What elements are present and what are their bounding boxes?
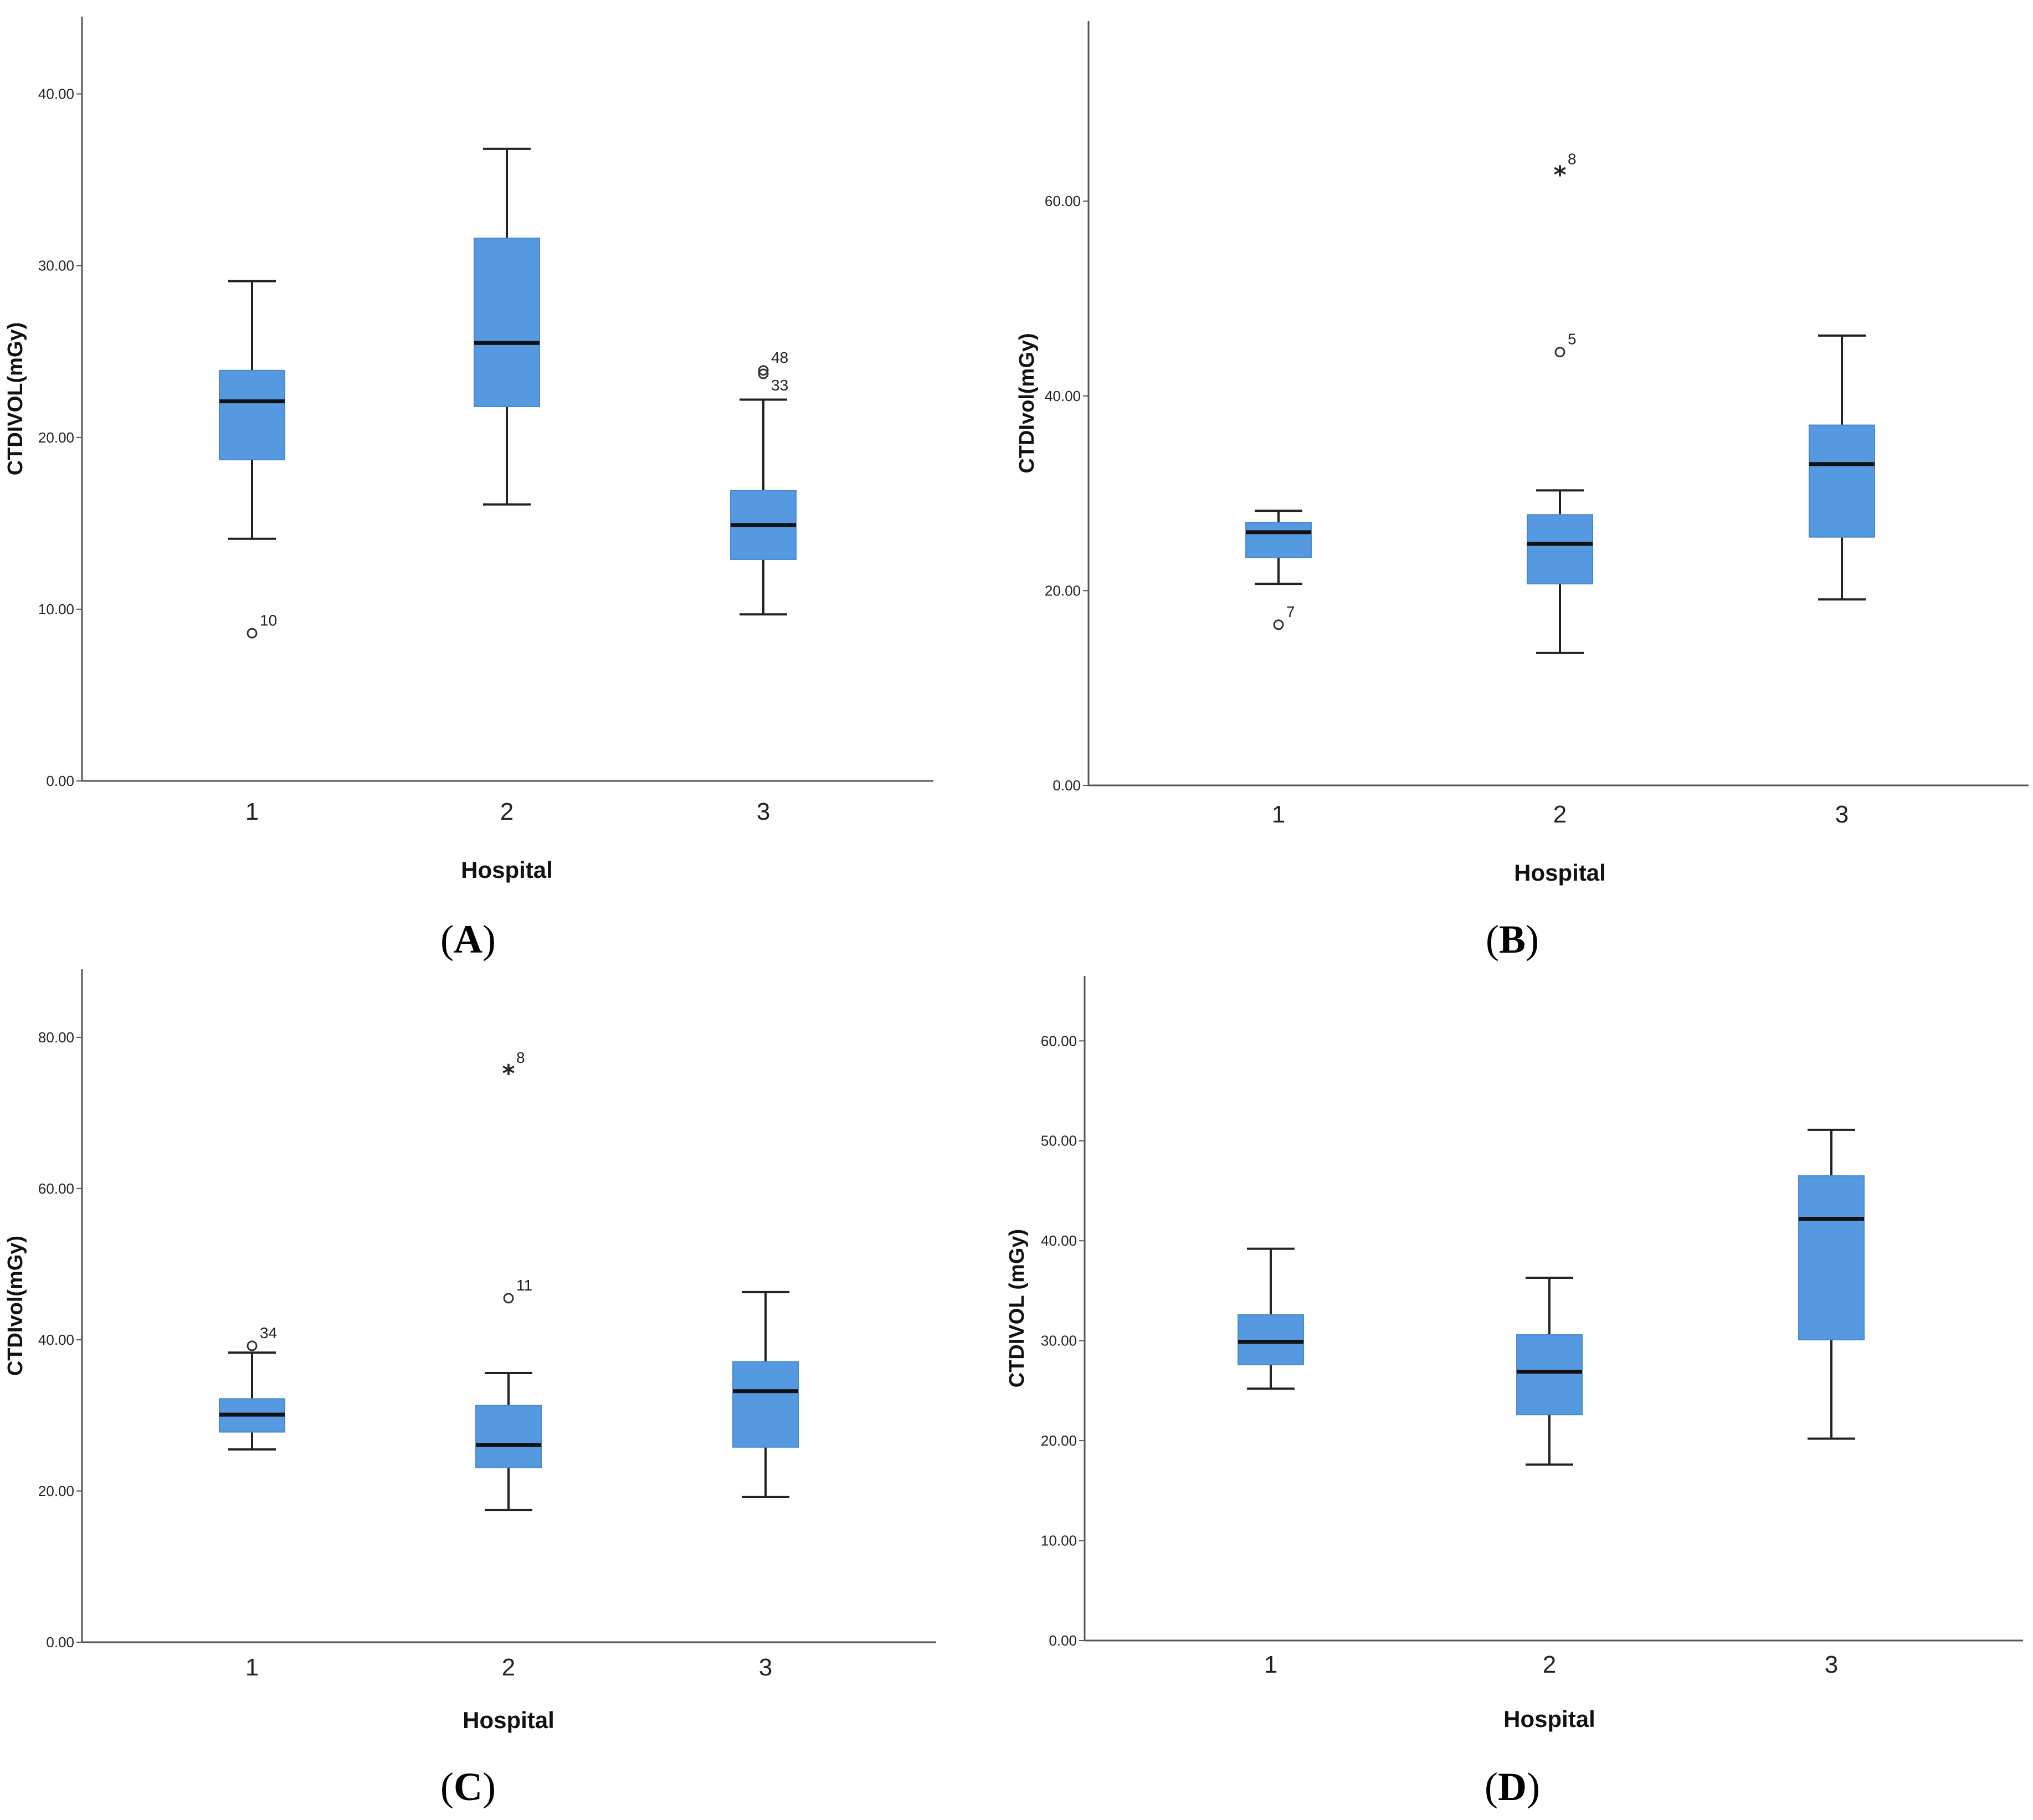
- outlier-circle-marker: [503, 1293, 514, 1304]
- panel-label-c: (C): [440, 1765, 496, 1809]
- panel-c: 0.00 20.00 40.00 60.00 80.00 1 2 3 CTDIvol(mGy) H…: [0, 964, 997, 1772]
- y-tick-label: 10.00: [38, 601, 74, 618]
- x-tick-label: 2: [502, 1654, 515, 1681]
- y-tick-label: 20.00: [38, 1483, 74, 1499]
- outlier-case-label: 34: [260, 1324, 277, 1341]
- outlier-star-marker: *: [502, 1060, 515, 1088]
- box-group-hospital-2: [474, 147, 540, 506]
- outlier-case-label: 48: [771, 349, 788, 366]
- panel-label-d: (D): [1485, 1765, 1540, 1809]
- y-axis-title: CTDIVOL(mGy): [4, 322, 27, 476]
- iqr-box: [1809, 424, 1875, 538]
- y-tick-label: 0.00: [1053, 777, 1081, 794]
- box-group-hospital-1: 10: [219, 280, 285, 639]
- outlier-case-label: 10: [260, 611, 277, 629]
- outlier-case-label: 7: [1286, 603, 1295, 620]
- box-group-hospital-2: 11 *8: [475, 1049, 542, 1511]
- y-axis-title: CTDIVOL (mGy): [1005, 1229, 1029, 1387]
- outlier-case-label: 11: [516, 1277, 532, 1294]
- iqr-box: [1798, 1175, 1865, 1340]
- x-tick-label: 2: [1553, 801, 1567, 828]
- y-tick-label: 40.00: [38, 1331, 74, 1348]
- chart-a-svg: 0.00 10.00 20.00 30.00 40.00 1 2 3 CTDIVOL(mGy) H…: [4, 17, 933, 883]
- y-tick-label: 40.00: [38, 86, 74, 102]
- outlier-circle-marker: [247, 1340, 258, 1351]
- outlier-case-label: 8: [1568, 150, 1577, 167]
- y-tick-label: 60.00: [1041, 1032, 1077, 1049]
- box-group-hospital-3: 48 33: [730, 349, 797, 616]
- x-tick-label: 1: [1272, 801, 1285, 828]
- panel-d: 0.00 10.00 20.00 30.00 40.00 50.00 60.00 1 2 3 CTD…: [1003, 964, 2033, 1772]
- iqr-box: [1245, 522, 1312, 558]
- y-tick-label: 0.00: [46, 1634, 74, 1651]
- x-axis-title: Hospital: [463, 1707, 555, 1733]
- panel-label-a: (A): [440, 917, 496, 962]
- box-group-hospital-2: [1516, 1276, 1583, 1466]
- box-group-hospital-3: [1798, 1128, 1865, 1440]
- x-axis-title: Hospital: [461, 857, 553, 883]
- x-tick-label: 2: [500, 798, 514, 825]
- iqr-box: [1516, 1334, 1583, 1416]
- y-tick-label: 20.00: [1045, 582, 1081, 599]
- panel-b: 0.00 20.00 40.00 60.00 1 2 3 CTDIvol(mGy) Hospit…: [1014, 0, 2033, 908]
- y-tick-label: 60.00: [38, 1180, 74, 1197]
- y-tick-label: 20.00: [1041, 1432, 1077, 1449]
- x-tick-label: 1: [245, 798, 259, 825]
- y-tick-label: 20.00: [38, 429, 74, 446]
- iqr-box: [1527, 514, 1593, 585]
- y-axis-title: CTDIvol(mGy): [4, 1236, 27, 1376]
- x-axis-title: Hospital: [1514, 860, 1606, 886]
- box-group-hospital-3: [1809, 334, 1875, 601]
- panel-label-b: (B): [1486, 917, 1539, 962]
- y-tick-label: 30.00: [1041, 1333, 1077, 1349]
- chart-b-svg: 0.00 20.00 40.00 60.00 1 2 3 CTDIvol(mGy) Hospit…: [1015, 21, 2029, 886]
- iqr-box: [732, 1361, 799, 1448]
- outlier-circle-marker: [1554, 347, 1565, 358]
- outlier-star-marker: *: [1553, 161, 1566, 189]
- outlier-circle-marker: [758, 365, 769, 376]
- y-tick-label: 10.00: [1041, 1533, 1077, 1549]
- y-tick-label: 60.00: [1045, 193, 1081, 209]
- outlier-circle-marker: [758, 368, 769, 379]
- x-tick-label: 3: [759, 1654, 772, 1681]
- y-tick-label: 50.00: [1041, 1133, 1077, 1149]
- y-tick-label: 40.00: [1045, 388, 1081, 404]
- iqr-box: [474, 238, 540, 407]
- box-group-hospital-3: [732, 1291, 799, 1498]
- iqr-box: [475, 1405, 542, 1468]
- iqr-box: [219, 369, 285, 461]
- y-tick-label: 0.00: [1049, 1632, 1077, 1649]
- x-tick-label: 3: [757, 798, 770, 825]
- outlier-case-label: 33: [771, 377, 788, 394]
- y-tick-label: 30.00: [38, 258, 74, 274]
- outlier-circle-marker: [247, 628, 258, 639]
- box-group-hospital-1: [1238, 1247, 1304, 1390]
- box-group-hospital-2: 5 *8: [1527, 150, 1593, 654]
- panel-a: 0.00 10.00 20.00 30.00 40.00 1 2 3 CTDIVOL(mGy) H…: [0, 0, 997, 908]
- x-tick-label: 1: [245, 1654, 259, 1681]
- outlier-case-label: 5: [1568, 331, 1577, 348]
- outlier-case-label: 8: [516, 1049, 525, 1066]
- y-tick-label: 0.00: [46, 773, 74, 789]
- x-axis-title: Hospital: [1503, 1706, 1595, 1732]
- box-group-hospital-1: 34: [219, 1324, 285, 1451]
- x-tick-label: 3: [1835, 801, 1849, 828]
- chart-d-svg: 0.00 10.00 20.00 30.00 40.00 50.00 60.00 1 2 3 CTD…: [1005, 976, 2023, 1732]
- y-axis-title: CTDIvol(mGy): [1015, 333, 1039, 473]
- box-group-hospital-1: 7: [1245, 510, 1312, 630]
- chart-c-svg: 0.00 20.00 40.00 60.00 80.00 1 2 3 CTDIvol(mGy) H…: [4, 969, 936, 1733]
- y-tick-label: 80.00: [38, 1029, 74, 1046]
- x-tick-label: 1: [1264, 1651, 1277, 1678]
- outlier-circle-marker: [1273, 619, 1284, 630]
- x-tick-label: 2: [1543, 1651, 1556, 1678]
- y-tick-label: 40.00: [1041, 1232, 1077, 1249]
- iqr-box: [1238, 1314, 1304, 1365]
- x-tick-label: 3: [1825, 1651, 1838, 1678]
